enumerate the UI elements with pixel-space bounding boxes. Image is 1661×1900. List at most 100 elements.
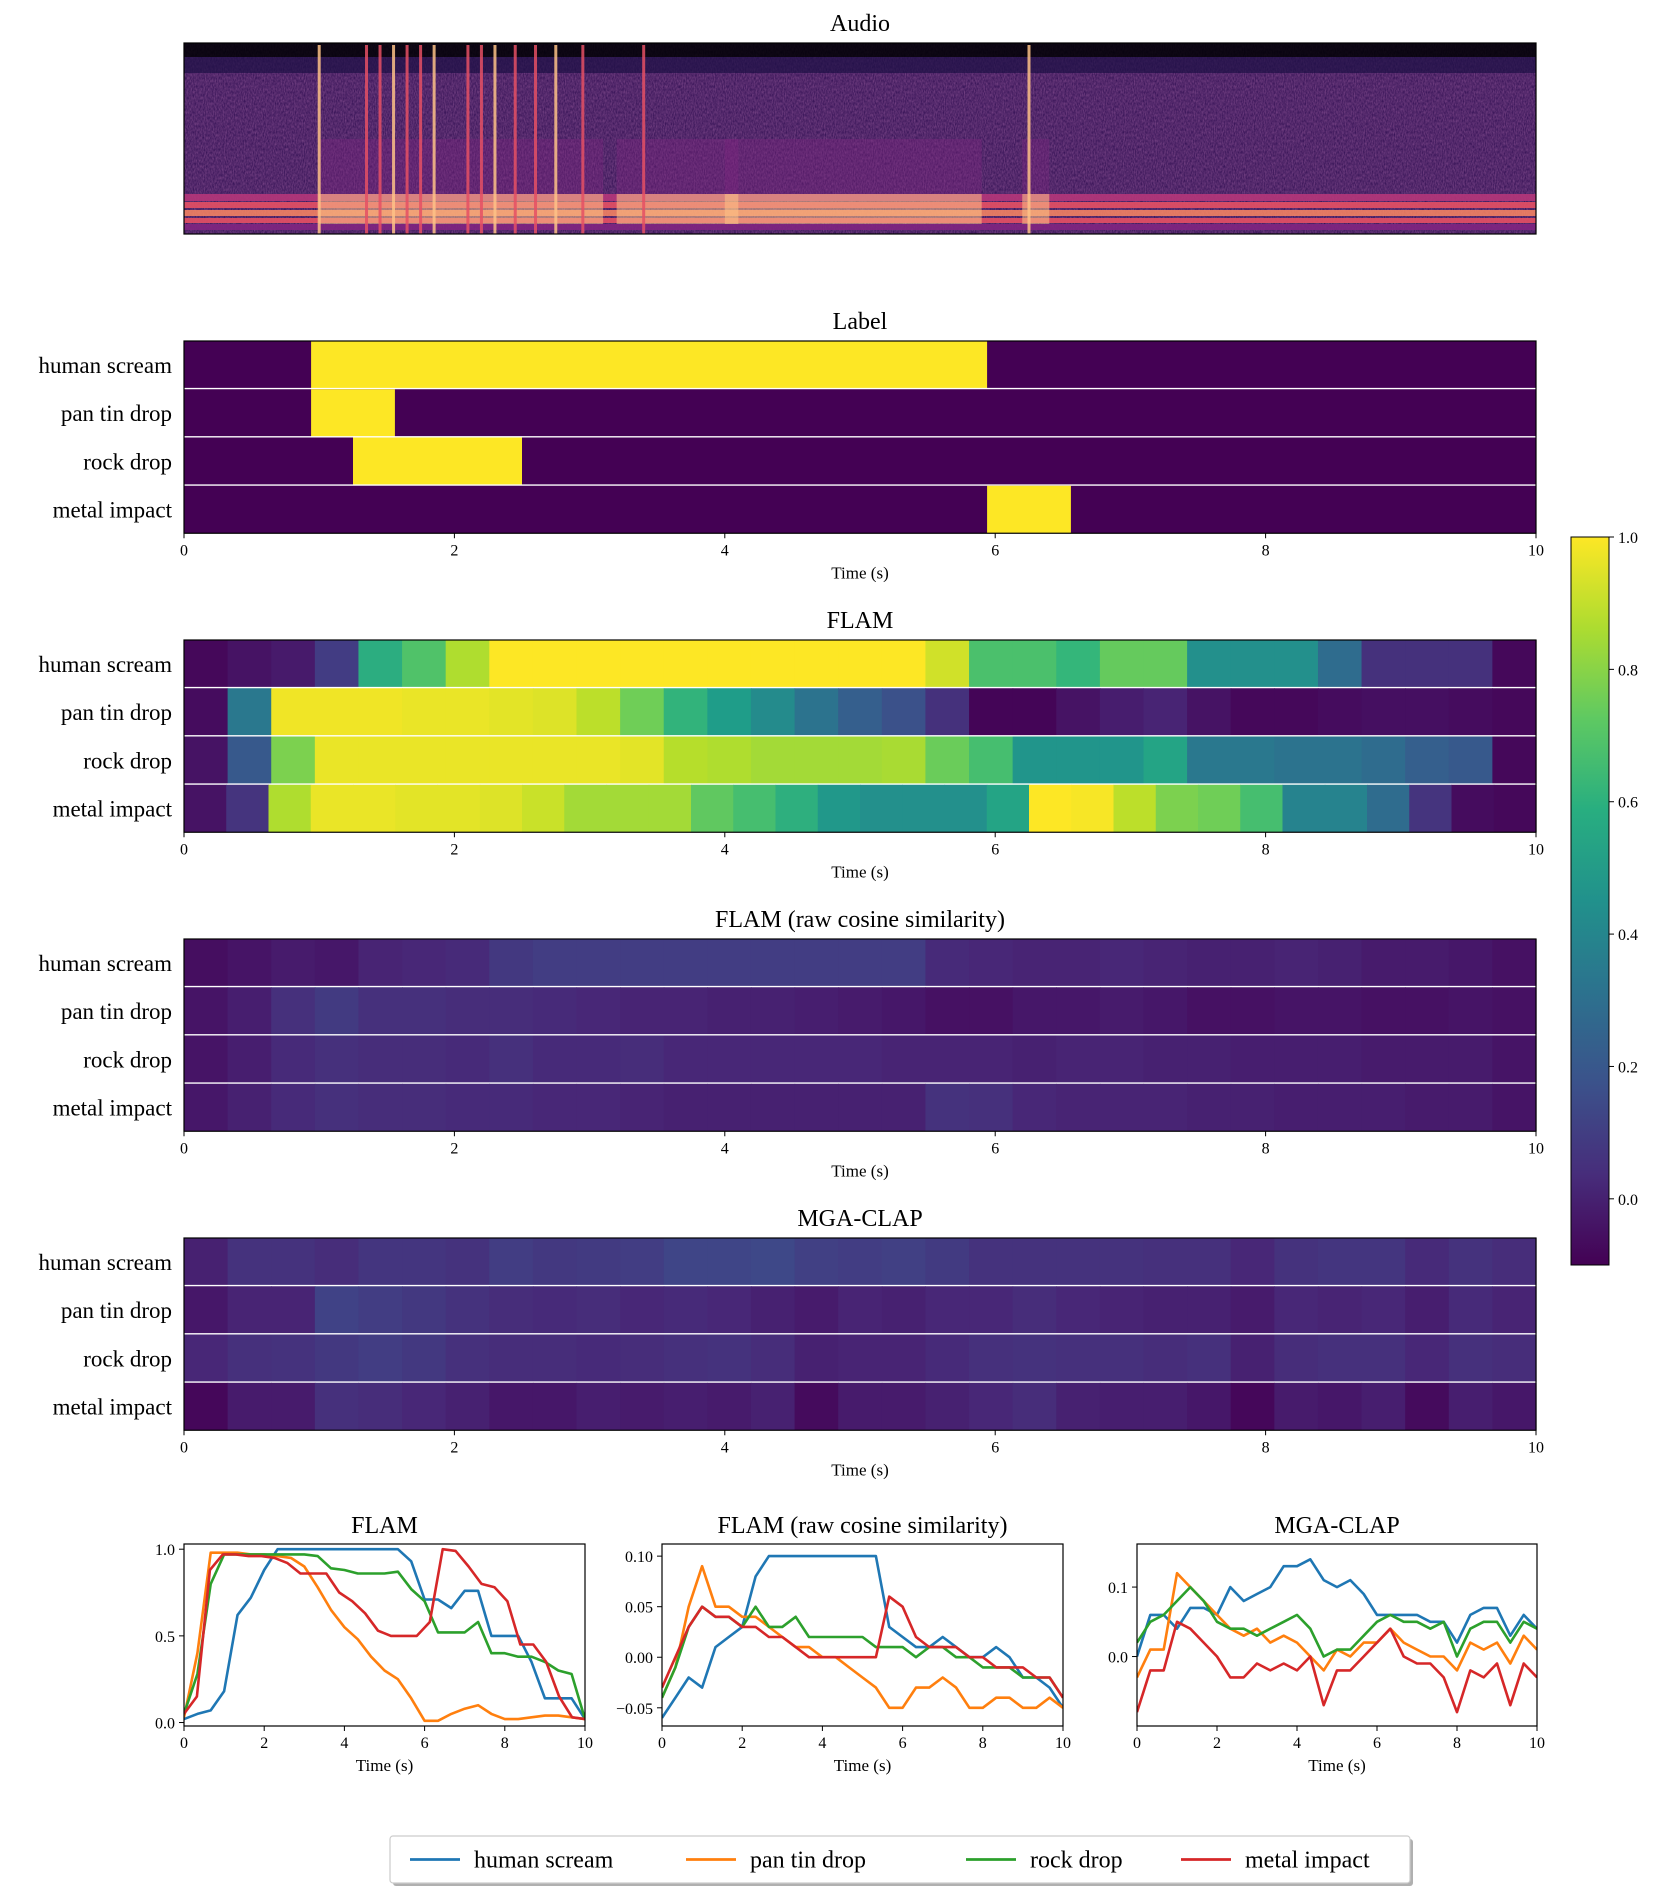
heatmap-cell <box>707 688 752 736</box>
x-tick-label: 6 <box>1373 1735 1381 1752</box>
heatmap-cell <box>925 1035 970 1083</box>
heatmap-cell <box>227 688 272 736</box>
heatmap-cell <box>881 1286 927 1334</box>
heatmap-frame <box>183 938 1537 1132</box>
heatmap-cell <box>1274 1035 1319 1083</box>
spectrogram-title: Audio <box>830 11 890 37</box>
heatmap-frame <box>183 1237 1537 1431</box>
heatmap-cell <box>1324 784 1368 833</box>
heatmap-cell <box>794 1382 839 1431</box>
series-line-metal-impact <box>662 1595 1063 1699</box>
heatmap-cell <box>271 1083 316 1132</box>
heatmap-cell <box>1274 1334 1319 1382</box>
heatmap-cell <box>314 688 360 736</box>
heatmap-cell <box>271 640 316 688</box>
heatmap-cell <box>1361 939 1406 987</box>
legend-entry: rock drop <box>1030 1848 1123 1874</box>
heatmap-cell <box>576 688 621 736</box>
heatmap-cell <box>1317 736 1363 784</box>
heatmap-cell <box>1448 987 1493 1035</box>
x-axis-label: Time (s) <box>831 862 888 881</box>
heatmap-cell <box>271 939 316 987</box>
heatmap-cell <box>1274 1382 1319 1431</box>
heatmap-cell <box>184 389 1536 437</box>
spectrogram-panel: Audio <box>183 11 1537 235</box>
heatmap-cell <box>1405 1334 1450 1382</box>
spectrogram-onset <box>479 45 483 234</box>
heatmap-cell <box>1230 1286 1275 1334</box>
heatmap-cell <box>881 736 927 784</box>
heatmap-cell <box>532 939 578 987</box>
spectrogram-onset <box>642 45 646 234</box>
heatmap-cell <box>271 1238 316 1286</box>
heatmap-cell <box>925 1083 970 1132</box>
spectrogram-onset <box>534 45 538 234</box>
heatmap-title: Label <box>833 309 888 335</box>
x-tick-label: 8 <box>501 1735 509 1752</box>
x-tick-label: 10 <box>1528 841 1544 858</box>
heatmap-cell <box>969 939 1014 987</box>
heatmap-cell <box>271 1382 316 1431</box>
heatmap-cell <box>227 1035 272 1083</box>
heatmap-cell <box>1187 1286 1232 1334</box>
line-panel-area <box>1137 1544 1537 1726</box>
x-tick-label: 2 <box>450 841 458 858</box>
heatmap-cell <box>838 1286 883 1334</box>
heatmap-cell <box>925 736 970 784</box>
heatmap-cell <box>1012 1083 1057 1132</box>
heatmap-cell <box>707 736 752 784</box>
row-label: human scream <box>39 353 173 378</box>
heatmap-cell <box>1448 939 1493 987</box>
legend: human scream pan tin drop rock drop metal i… <box>389 1835 1413 1886</box>
heatmap-cell <box>271 987 316 1035</box>
heatmap-cell <box>1448 640 1493 688</box>
heatmap-cell <box>1361 688 1406 736</box>
heatmap-cell <box>733 784 777 833</box>
y-tick-label: −0.05 <box>616 1701 653 1718</box>
heatmap-cell <box>1187 688 1232 736</box>
heatmap-cell <box>1230 1083 1275 1132</box>
heatmap-cell <box>1361 736 1406 784</box>
x-tick-label: 4 <box>1293 1735 1301 1752</box>
line-panel: FLAM (raw cosine similarity) 0 2 4 6 8 10 −0.05… <box>616 1513 1071 1775</box>
heatmap-cell <box>227 939 272 987</box>
heatmap-cell <box>838 1238 883 1286</box>
heatmap-cell <box>1143 987 1188 1035</box>
heatmap-cell <box>576 1382 621 1431</box>
line-panel-frame <box>661 1543 1064 1727</box>
heatmap-cell <box>620 1083 665 1132</box>
heatmap-cell <box>402 939 447 987</box>
heatmap-cell <box>838 640 883 688</box>
heatmap-cell <box>1012 640 1057 688</box>
heatmap-cell <box>838 688 883 736</box>
x-axis-label: Time (s) <box>831 563 888 582</box>
heatmap-cell <box>358 736 403 784</box>
heatmap-cell <box>1012 736 1057 784</box>
heatmap-cell <box>1099 736 1145 784</box>
heatmap-cell <box>1317 1238 1363 1286</box>
colorbar-tick-label: 0.8 <box>1618 662 1638 679</box>
line-panel-title: FLAM <box>351 1513 418 1539</box>
x-axis-label: Time (s) <box>831 1161 888 1180</box>
heatmap-cell <box>969 1238 1014 1286</box>
heatmap-cell <box>663 736 708 784</box>
heatmap-cell <box>1492 1035 1537 1083</box>
heatmap-cell <box>1274 1238 1319 1286</box>
heatmap-cell <box>1405 1382 1450 1431</box>
heatmap-cell <box>1492 736 1537 784</box>
line-panel-title: FLAM (raw cosine similarity) <box>718 1513 1008 1539</box>
heatmap-cell <box>881 640 927 688</box>
spectrogram-onset <box>493 45 497 234</box>
heatmap-cell <box>522 784 565 833</box>
heatmap-cell <box>969 1382 1014 1431</box>
spectrogram-onset <box>405 45 409 234</box>
line-panel: MGA-CLAP 0 2 4 6 8 10 0.0 0.1 Time (s) <box>1108 1513 1545 1775</box>
heatmap-cell <box>1143 1238 1188 1286</box>
heatmap-cell <box>663 987 708 1035</box>
heatmap-cell <box>1448 1083 1493 1132</box>
heatmap-cell <box>271 1286 316 1334</box>
heatmap-cell <box>794 1035 839 1083</box>
row-label: metal impact <box>53 1096 173 1121</box>
row-label: rock drop <box>83 748 172 773</box>
heatmap-cell <box>925 1238 970 1286</box>
